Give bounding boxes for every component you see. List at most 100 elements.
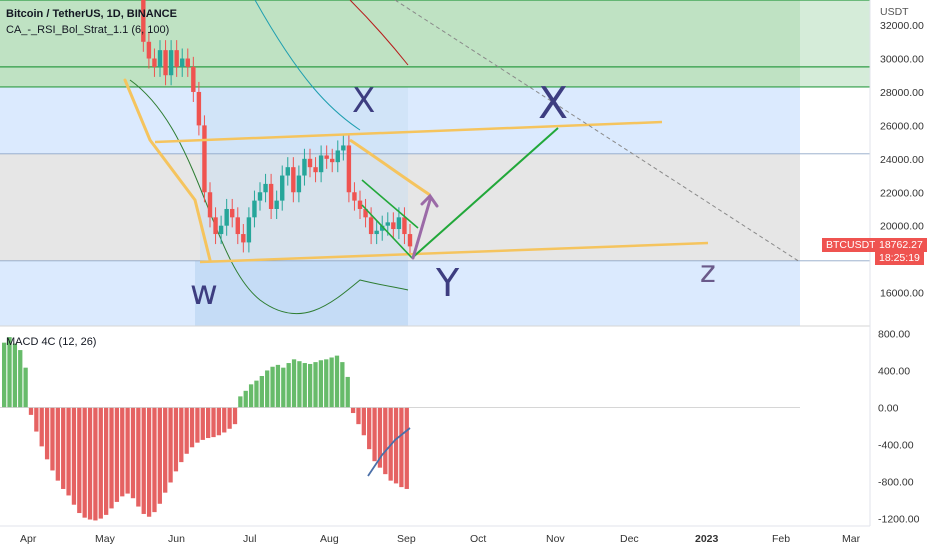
macd-bar (18, 350, 23, 408)
price-tick: 26000.00 (880, 120, 924, 132)
candle-body (341, 145, 346, 151)
candle (235, 207, 240, 245)
macd-bar (377, 407, 383, 468)
macd-tick: 800.00 (878, 328, 910, 340)
macd-bar (399, 407, 404, 488)
candle-body (291, 167, 296, 193)
macd-bar (297, 361, 302, 408)
macd-bar (136, 407, 141, 507)
macd-bar (168, 407, 173, 483)
macd-bar (367, 407, 372, 450)
candle-body (157, 50, 163, 67)
macd-bar (104, 407, 109, 515)
candle (374, 220, 379, 245)
candle (141, 0, 146, 52)
candle (330, 148, 335, 173)
macd-bar (12, 343, 18, 408)
macd-bar (404, 407, 409, 489)
macd-bar (114, 407, 120, 502)
macd-bar (71, 407, 77, 505)
macd-bar (152, 407, 157, 513)
macd-bar (216, 407, 222, 436)
macd-drawing (367, 427, 411, 477)
macd-bar (23, 367, 28, 408)
macd-bar (66, 407, 71, 496)
macd-bar (109, 407, 114, 509)
candle (252, 190, 257, 228)
candle (368, 207, 374, 245)
macd-bar (200, 407, 205, 440)
candle (324, 145, 329, 169)
macd-bar (345, 376, 350, 408)
candle (163, 40, 168, 86)
support-trendline (199, 241, 709, 264)
curved-resistance (349, 138, 431, 197)
macd-bar (195, 407, 200, 443)
candle (318, 145, 324, 183)
candle-body (296, 175, 302, 193)
macd-bar (50, 407, 55, 471)
candle-body (274, 200, 279, 209)
wave-label-w: w (190, 273, 218, 313)
macd-bar (393, 407, 399, 484)
price-tick: 32000.00 (880, 20, 924, 32)
candle-body (191, 66, 196, 92)
trend-wave-line (123, 78, 212, 262)
macd-bar (173, 407, 179, 472)
channel-upper (361, 179, 419, 229)
candle-body (174, 50, 179, 67)
macd-bar (243, 390, 248, 408)
candle-body (163, 50, 168, 76)
candle-body (257, 192, 263, 201)
macd-bar (61, 407, 66, 489)
projection-line (411, 127, 559, 259)
currency-label: USDT (880, 6, 909, 18)
candle (257, 182, 263, 211)
time-tick: Jul (243, 533, 256, 545)
time-tick: Mar (842, 533, 861, 545)
macd-bar (356, 407, 361, 425)
candle-body (307, 158, 313, 168)
macd-bar (313, 362, 318, 408)
candle-body (396, 217, 402, 230)
macd-bar (232, 407, 238, 425)
macd-bar (39, 407, 44, 447)
candle-body (357, 200, 363, 209)
price-axis-bg (870, 0, 932, 550)
candle-body (380, 225, 385, 231)
macd-bar (87, 407, 93, 520)
upper-band-line (254, 0, 361, 131)
candle-body (330, 158, 335, 163)
lower-band-line (129, 79, 409, 315)
candle (263, 173, 268, 203)
candle (246, 207, 252, 253)
macd-bar (227, 407, 232, 429)
candle (341, 135, 346, 161)
candle (268, 173, 274, 220)
candle (335, 140, 340, 173)
wave-label-x-2: X (538, 78, 568, 129)
candle-body (185, 58, 190, 67)
macd-bar (329, 357, 334, 408)
candle (174, 40, 179, 77)
macd-bar (238, 396, 243, 408)
last-price-value: 18762.27 (875, 238, 927, 252)
time-tick: May (95, 533, 116, 545)
candle-body (324, 155, 329, 159)
candle (185, 48, 190, 77)
candle (218, 215, 224, 245)
macd-tick: -1200.00 (878, 514, 920, 526)
macd-bar (184, 407, 189, 454)
macd-bar (28, 407, 34, 415)
macd-bar (206, 407, 211, 439)
macd-bar (259, 376, 264, 408)
candle (402, 207, 407, 245)
macd-bar (2, 342, 7, 408)
macd-bar (93, 407, 98, 521)
time-tick: Oct (470, 533, 486, 545)
candle-body (363, 208, 368, 218)
candle-body (263, 183, 268, 193)
candle-body (141, 0, 146, 42)
macd-bar (254, 380, 259, 408)
